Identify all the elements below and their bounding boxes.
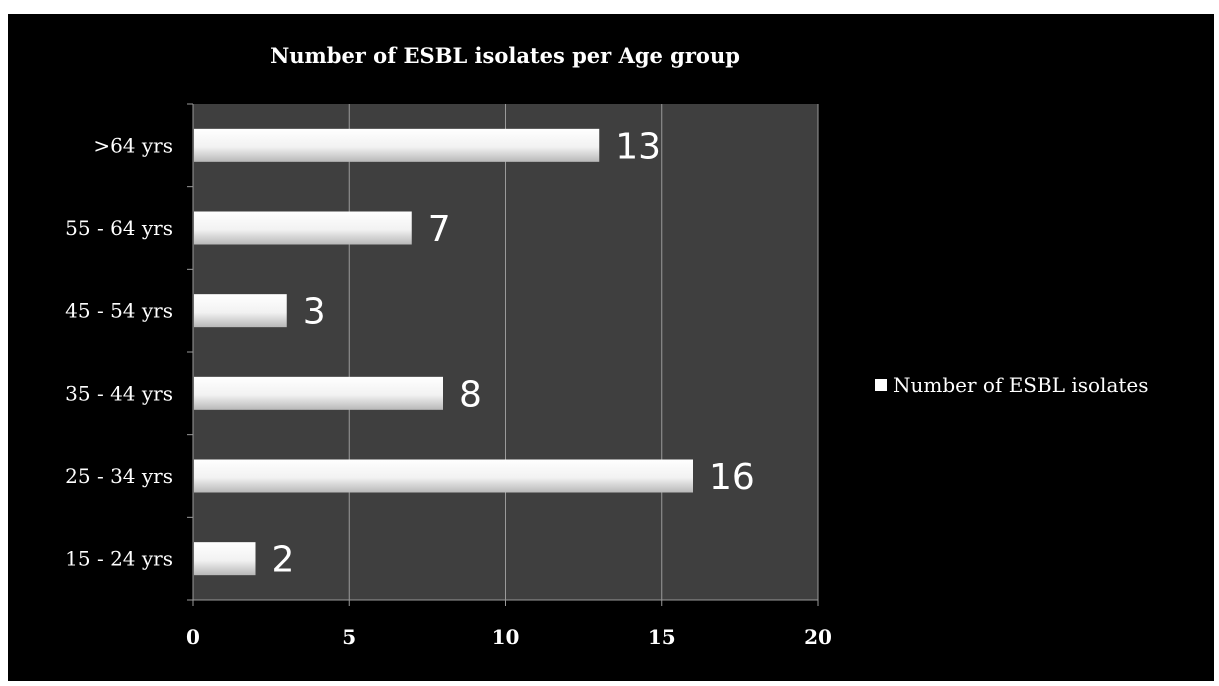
legend-swatch (875, 379, 887, 391)
x-tick-label: 15 (648, 625, 676, 649)
bar-chart: 0 5 10 15 20 15 - 24 yrs 2 25 - 34 yrs 16 35 - 4… (65, 43, 1149, 649)
bar (194, 542, 256, 576)
data-label: 7 (428, 209, 451, 250)
category-label: 45 - 54 yrs (65, 299, 173, 323)
data-label: 13 (615, 126, 661, 167)
category-label: 25 - 34 yrs (65, 464, 173, 488)
category-label: >64 yrs (93, 133, 173, 157)
bar (194, 294, 287, 328)
data-label: 16 (709, 457, 755, 498)
x-tick-label: 5 (342, 625, 356, 649)
legend: Number of ESBL isolates (875, 373, 1149, 397)
bar (194, 128, 600, 162)
x-tick-label: 0 (186, 625, 200, 649)
category-label: 35 - 44 yrs (65, 381, 173, 405)
x-tick-label: 20 (804, 625, 832, 649)
bar (194, 376, 443, 410)
category-label: 55 - 64 yrs (65, 216, 173, 240)
category-label: 15 - 24 yrs (65, 547, 173, 571)
x-tick-label: 10 (492, 625, 520, 649)
bar (194, 211, 412, 245)
data-label: 3 (303, 292, 326, 333)
bar (194, 459, 693, 493)
data-label: 8 (459, 374, 482, 415)
data-label: 2 (272, 540, 295, 581)
chart-frame: 0 5 10 15 20 15 - 24 yrs 2 25 - 34 yrs 16 35 - 4… (8, 14, 1214, 681)
chart-title: Number of ESBL isolates per Age group (270, 43, 740, 68)
legend-label: Number of ESBL isolates (893, 373, 1149, 397)
